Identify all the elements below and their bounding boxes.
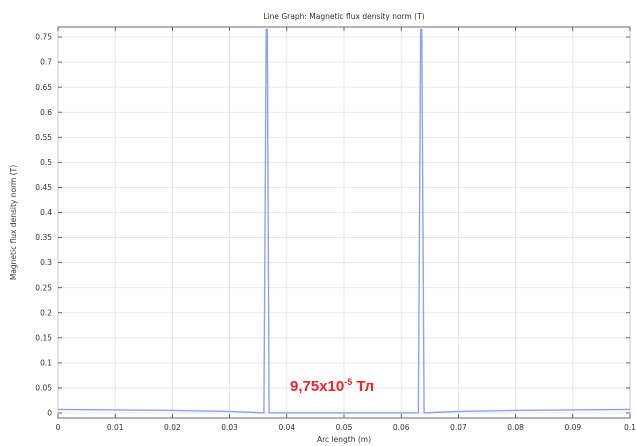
y-tick-label: 0.2 <box>40 308 52 317</box>
chart-title: Line Graph: Magnetic flux density norm (… <box>263 12 424 21</box>
x-tick-label: 0.09 <box>564 423 581 432</box>
x-tick-label: 0 <box>56 423 61 432</box>
x-tick-label: 0.01 <box>107 423 124 432</box>
y-tick-label: 0.75 <box>35 33 52 42</box>
y-tick-label: 0.05 <box>35 384 52 393</box>
x-axis-label: Arc length (m) <box>317 435 371 444</box>
y-tick-label: 0.5 <box>40 158 52 167</box>
annotation-exponent: -5 <box>344 377 353 387</box>
y-tick-label: 0.15 <box>35 333 52 342</box>
y-tick-label: 0.45 <box>35 183 52 192</box>
x-tick-label: 0.04 <box>278 423 295 432</box>
x-tick-label: 0.05 <box>336 423 353 432</box>
annotation-label: 9,75x10-5 Тл <box>290 377 375 396</box>
x-tick-label: 0.06 <box>393 423 410 432</box>
y-tick-label: 0.55 <box>35 133 52 142</box>
x-tick-label: 0.07 <box>450 423 467 432</box>
y-tick-label: 0.25 <box>35 283 52 292</box>
annotation-main: 9,75x10 <box>290 378 345 395</box>
x-tick-label: 0.1 <box>624 423 636 432</box>
grid-y <box>58 36 630 414</box>
y-tick-label: 0.35 <box>35 233 52 242</box>
y-axis-label: Magnetic flux density norm (T) <box>9 165 18 280</box>
x-tick-label: 0.08 <box>507 423 524 432</box>
y-axis-ticks: 0 0.05 0.1 0.15 0.2 0.25 0.3 0.35 0.4 0.45 0.5 0.55… <box>35 33 630 418</box>
y-tick-label: 0.7 <box>40 58 52 67</box>
y-tick-label: 0.4 <box>40 208 52 217</box>
series-line <box>57 28 631 414</box>
x-axis-ticks: 0 0.01 0.02 0.03 0.04 0.05 0.06 0.07 0.08 0.09 0.1 <box>56 27 636 432</box>
x-tick-label: 0.03 <box>221 423 238 432</box>
y-tick-label: 0.65 <box>35 83 52 92</box>
y-tick-label: 0 <box>47 409 52 418</box>
annotation-unit: Тл <box>352 378 375 395</box>
y-tick-label: 0.6 <box>40 108 52 117</box>
x-tick-label: 0.02 <box>164 423 181 432</box>
grid-x <box>57 27 631 418</box>
y-tick-label: 0.1 <box>40 358 52 367</box>
y-tick-label: 0.3 <box>40 258 52 267</box>
